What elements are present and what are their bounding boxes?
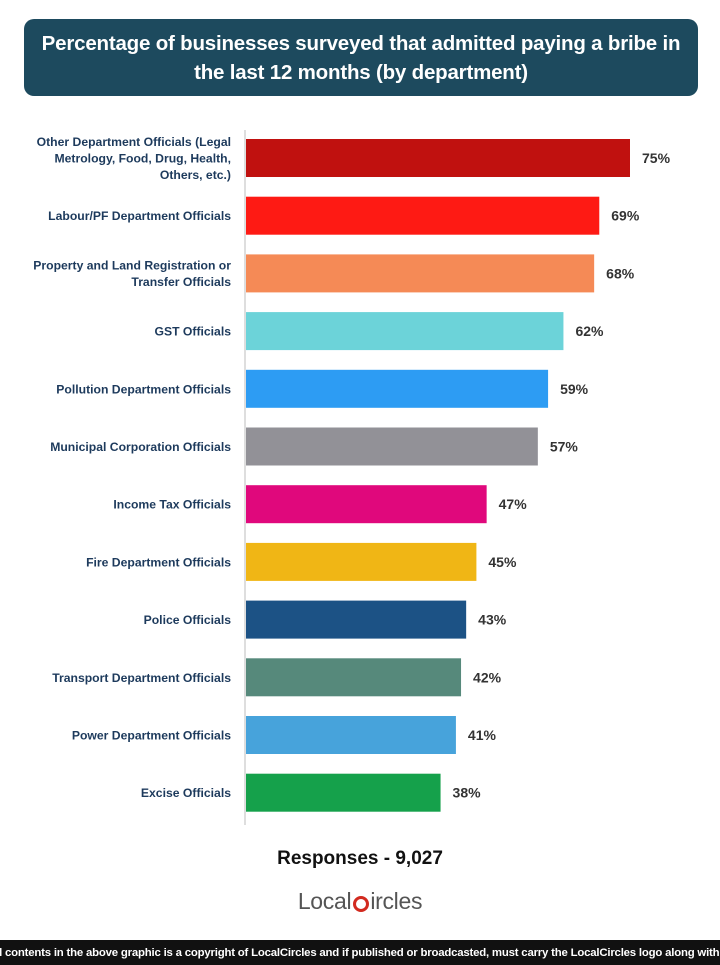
bar [246, 658, 462, 697]
data-label: 45% [488, 554, 517, 570]
category-label: Municipal Corporation Officials [50, 440, 231, 454]
data-label: 42% [473, 669, 502, 685]
data-label: 38% [453, 785, 482, 801]
data-label: 68% [606, 265, 635, 281]
category-label: Other Department Officials (Legal Metrolo… [37, 135, 231, 182]
responses-count: Responses - 9,027 [277, 848, 443, 869]
title-banner: Percentage of businesses surveyed that a… [24, 19, 698, 96]
chart-title: Percentage of businesses surveyed that a… [41, 31, 681, 84]
bar [246, 139, 630, 177]
bar [246, 773, 441, 812]
localcircles-logo: LocalirclesC [297, 888, 423, 914]
bar [246, 254, 595, 293]
data-label: 75% [642, 150, 671, 166]
bar [246, 716, 456, 754]
bar [246, 196, 600, 235]
category-label: Labour/PF Department Officials [48, 209, 231, 223]
category-label: Property and Land Registration or Transfe… [33, 259, 231, 290]
data-label: 47% [499, 496, 528, 512]
data-label: 69% [611, 208, 640, 224]
category-label: Police Officials [144, 613, 232, 627]
data-label: 41% [468, 727, 497, 743]
bar [246, 485, 487, 524]
bar [246, 312, 564, 351]
data-label: 59% [560, 381, 589, 397]
category-label: Excise Officials [141, 786, 231, 800]
bar [246, 600, 467, 639]
category-label: Income Tax Officials [113, 498, 231, 512]
category-label: Power Department Officials [72, 729, 231, 743]
bar [246, 542, 477, 581]
bar [246, 369, 549, 408]
category-label: Fire Department Officials [86, 555, 231, 569]
data-label: 62% [575, 323, 604, 339]
bar-chart: 75% Other Department Officials (Legal Metr… [33, 130, 671, 825]
category-label: GST Officials [154, 325, 231, 339]
bar [246, 427, 538, 466]
category-label: Transport Department Officials [52, 671, 231, 685]
data-label: 57% [550, 439, 579, 455]
category-label: Pollution Department Officials [56, 382, 231, 396]
data-label: 43% [478, 612, 507, 628]
copyright-footer: All contents in the above graphic is a c… [0, 940, 720, 965]
